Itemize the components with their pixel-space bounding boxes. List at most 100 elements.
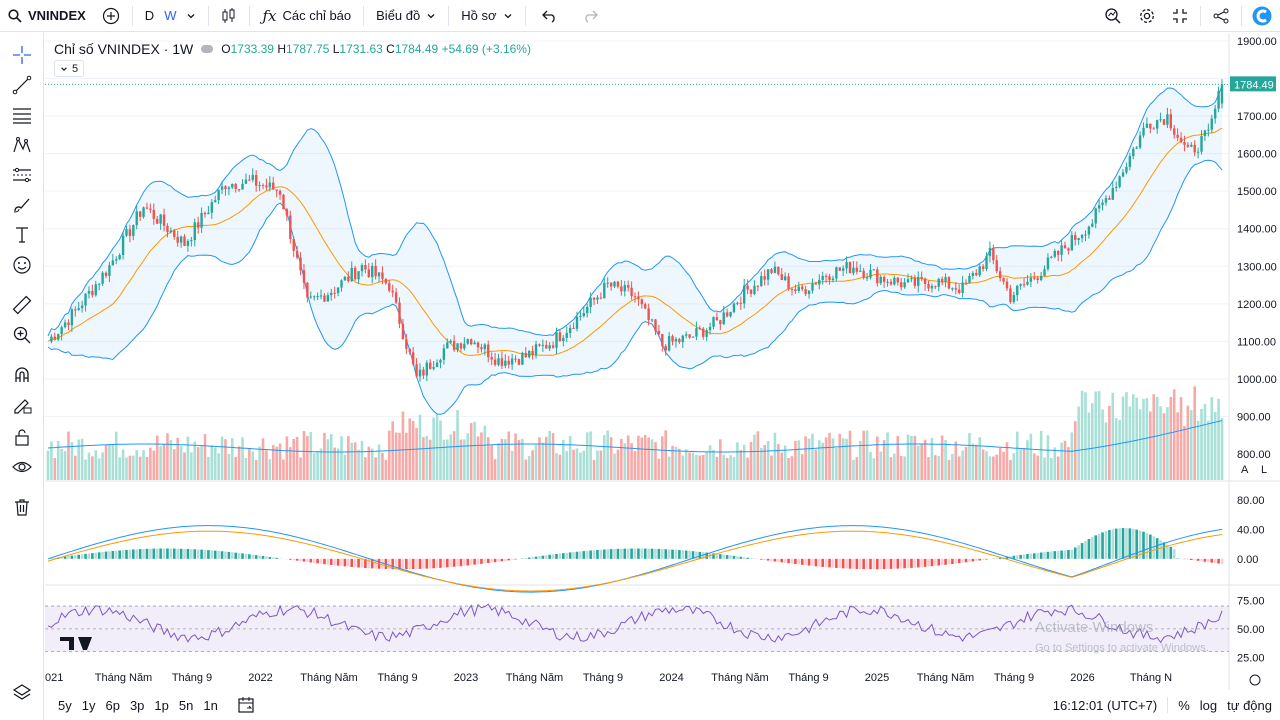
legend-collapse-button[interactable]: 5 xyxy=(54,60,85,77)
range-1n[interactable]: 1n xyxy=(203,697,218,713)
macd-bar xyxy=(1118,528,1121,559)
candle-body xyxy=(377,272,381,277)
candle-body xyxy=(357,271,360,280)
percent-toggle[interactable]: % xyxy=(1178,697,1190,713)
range-5y[interactable]: 5y xyxy=(58,697,72,713)
quick-search-button[interactable] xyxy=(1096,0,1130,32)
volume-bar xyxy=(312,453,316,480)
candle-body xyxy=(1186,144,1190,147)
macd-bar xyxy=(1114,528,1118,559)
macd-bar xyxy=(698,551,702,559)
candle-body xyxy=(524,353,527,358)
search-icon xyxy=(8,8,22,23)
pattern-tool[interactable] xyxy=(8,131,36,159)
object-tree-button[interactable] xyxy=(8,678,36,706)
macd-bar xyxy=(360,558,364,568)
volume-bar xyxy=(203,434,207,480)
volume-bar xyxy=(749,441,753,480)
text-tool[interactable] xyxy=(8,221,36,249)
fib-tool[interactable] xyxy=(8,101,36,129)
low-label: L xyxy=(332,42,340,56)
chart-area[interactable]: 1900.00 1700.00 1600.00 1500.00 1400.00 1300.… xyxy=(45,33,1280,690)
chart-type-menu[interactable]: Biểu đồ xyxy=(368,0,444,32)
volume-bar xyxy=(186,436,190,480)
candle-body xyxy=(1125,166,1128,173)
visibility-tool[interactable] xyxy=(8,453,36,481)
interval-week-button[interactable]: W xyxy=(162,0,178,32)
candle-body xyxy=(510,358,514,365)
share-button[interactable] xyxy=(1205,0,1237,32)
macd-bar xyxy=(97,552,101,559)
chart-style-button[interactable] xyxy=(213,0,245,32)
macd-bar xyxy=(357,558,360,568)
pattern-icon xyxy=(13,137,31,153)
log-toggle[interactable]: log xyxy=(1199,697,1218,713)
candle-body xyxy=(1016,285,1019,296)
magnet-tool[interactable] xyxy=(8,361,36,389)
macd-bar xyxy=(67,556,70,559)
volume-bar xyxy=(1111,392,1115,480)
macd-bar xyxy=(964,558,968,563)
candle-body xyxy=(558,332,562,342)
interval-day-button[interactable]: D xyxy=(137,0,162,32)
forecast-tool[interactable] xyxy=(8,161,36,189)
trend-line-icon xyxy=(12,75,32,95)
volume-bar xyxy=(841,438,845,480)
legend-title: Chỉ số VNINDEX · 1W xyxy=(54,41,194,57)
candle-body xyxy=(435,362,439,368)
candles xyxy=(50,79,1224,382)
price-axis-label: 1700.00 xyxy=(1237,111,1277,123)
settings-button[interactable] xyxy=(1130,0,1164,32)
candle-body xyxy=(500,358,504,366)
macd-bar xyxy=(442,558,446,568)
zoom-tool[interactable] xyxy=(8,321,36,349)
profile-menu[interactable]: Hồ sơ xyxy=(453,0,520,32)
volume-bar xyxy=(903,456,906,480)
range-6p[interactable]: 6p xyxy=(105,697,120,713)
symbol-search[interactable]: VNINDEX xyxy=(0,0,94,32)
volume-bar xyxy=(640,437,644,480)
macd-bar xyxy=(640,548,644,559)
volume-bar xyxy=(333,447,336,480)
candle-body xyxy=(712,317,715,327)
lock-tool[interactable] xyxy=(8,423,36,451)
macd-bar xyxy=(606,549,609,559)
indicators-button[interactable]: ƒx Các chỉ báo xyxy=(254,0,359,32)
undo-button[interactable] xyxy=(530,0,570,32)
candle-body xyxy=(763,276,766,280)
fx-icon: ƒx xyxy=(262,6,277,25)
stay-drawing-tool[interactable] xyxy=(8,391,36,419)
trend-line-tool[interactable] xyxy=(8,71,36,99)
volume-bar xyxy=(1128,406,1132,480)
goto-date-button[interactable] xyxy=(237,696,255,714)
macd-bar xyxy=(736,556,739,559)
measure-tool[interactable] xyxy=(8,291,36,319)
volume-bar xyxy=(507,431,511,480)
fullscreen-button[interactable] xyxy=(1164,0,1196,32)
volume-bar xyxy=(445,439,449,480)
brand-logo-button[interactable] xyxy=(1246,0,1280,32)
redo-button[interactable] xyxy=(570,0,610,32)
macd-bar xyxy=(957,558,961,564)
candle-body xyxy=(1094,208,1097,224)
emoji-tool[interactable] xyxy=(8,251,36,279)
volume-bar xyxy=(691,452,695,480)
remove-drawings-tool[interactable] xyxy=(8,493,36,521)
range-1p[interactable]: 1p xyxy=(154,697,169,713)
macd-axis-label: 80.00 xyxy=(1237,495,1265,507)
compare-button[interactable] xyxy=(94,0,128,32)
range-3p[interactable]: 3p xyxy=(129,697,145,713)
macd-bar xyxy=(582,551,586,559)
crosshair-tool[interactable] xyxy=(8,41,36,69)
volume-bar xyxy=(271,445,275,480)
auto-toggle[interactable]: tự động xyxy=(1227,697,1272,713)
range-5n[interactable]: 5n xyxy=(178,697,194,713)
macd-bar xyxy=(824,558,828,568)
volume-bar xyxy=(1087,412,1091,480)
volume-bar xyxy=(1009,459,1012,480)
volume-bar xyxy=(667,456,671,480)
brush-tool[interactable] xyxy=(8,191,36,219)
toolbar-divider xyxy=(524,5,526,26)
range-1y[interactable]: 1y xyxy=(81,697,96,713)
interval-dropdown[interactable] xyxy=(178,0,204,32)
